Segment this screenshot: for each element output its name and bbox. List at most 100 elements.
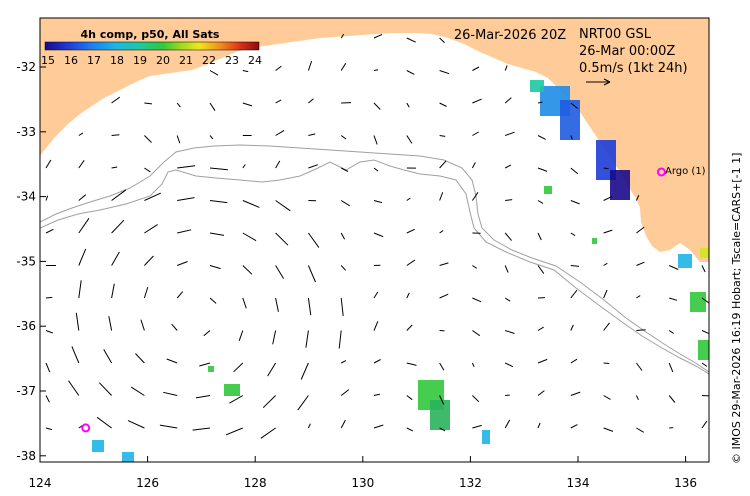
- current-arrow: [209, 135, 214, 140]
- y-tick-label: -38: [16, 449, 36, 463]
- current-arrow: [144, 224, 158, 234]
- current-arrow: [242, 232, 257, 242]
- sst-pixel-patch: [122, 452, 134, 462]
- side-caption: © IMOS 29-Mar-2026 16:19 Hobart; Tscale=…: [730, 153, 743, 464]
- current-arrow: [537, 200, 544, 204]
- current-arrow: [242, 164, 246, 169]
- current-arrow: [45, 296, 53, 299]
- current-arrow: [570, 358, 578, 364]
- current-arrow: [537, 265, 545, 274]
- current-arrow: [406, 259, 416, 266]
- current-arrow: [111, 134, 120, 136]
- current-arrow: [603, 322, 610, 331]
- current-arrow: [272, 330, 277, 345]
- current-arrow: [505, 199, 513, 201]
- current-arrow: [406, 37, 416, 43]
- current-arrow: [439, 70, 450, 75]
- current-arrow: [472, 395, 480, 403]
- current-arrow: [439, 102, 447, 107]
- current-arrow: [472, 98, 482, 104]
- y-tick-label: -36: [16, 319, 36, 333]
- current-arrow: [373, 167, 379, 172]
- current-arrow: [45, 159, 52, 169]
- colorbar-labels: 15 16 17 18 19 20 21 22 23 24: [41, 54, 262, 67]
- x-axis-ticks: 124 126 128 130 132 134 136: [29, 456, 697, 490]
- current-arrow: [504, 97, 512, 104]
- sst-pixel-patch: [560, 100, 580, 140]
- current-arrow: [406, 197, 411, 201]
- current-arrow: [439, 293, 449, 299]
- current-arrow: [635, 395, 639, 401]
- current-arrow: [701, 420, 708, 429]
- current-arrow: [111, 189, 127, 201]
- current-arrow: [471, 192, 479, 201]
- x-tick-label: 124: [29, 476, 52, 490]
- current-arrow: [275, 297, 279, 312]
- current-arrow: [373, 424, 384, 429]
- y-tick-label: -37: [16, 384, 36, 398]
- current-arrow: [163, 391, 178, 396]
- current-arrow: [130, 386, 145, 396]
- current-arrow: [636, 427, 644, 433]
- current-arrow: [439, 160, 447, 169]
- x-tick-label: 132: [459, 476, 482, 490]
- current-arrow: [111, 283, 115, 299]
- current-arrow: [144, 192, 162, 201]
- current-arrow: [439, 427, 446, 432]
- plot-frame: [39, 17, 710, 463]
- current-arrow: [537, 390, 545, 396]
- current-arrow: [373, 33, 383, 39]
- current-arrow: [570, 232, 576, 237]
- current-arrow: [103, 349, 113, 364]
- current-arrow: [439, 362, 445, 371]
- current-arrow: [176, 102, 181, 108]
- current-arrow: [307, 265, 316, 283]
- current-arrow: [71, 346, 80, 364]
- sst-pixel-patch: [430, 400, 450, 430]
- current-arrow: [570, 391, 581, 396]
- current-arrow: [603, 262, 608, 266]
- current-arrow: [78, 217, 90, 234]
- current-arrow: [537, 101, 543, 104]
- current-arrow: [537, 167, 548, 172]
- x-tick-label: 134: [567, 476, 590, 490]
- current-arrow: [171, 323, 178, 331]
- current-arrow: [668, 330, 674, 334]
- current-arrow: [406, 427, 414, 432]
- current-arrow: [300, 362, 309, 380]
- current-arrow: [603, 427, 614, 432]
- current-arrow: [406, 362, 417, 366]
- current-arrow: [340, 200, 350, 207]
- current-arrow: [242, 200, 260, 208]
- current-arrow: [406, 102, 410, 108]
- valid-time-label: 26-Mar 00:00Z: [579, 44, 675, 59]
- current-arrow: [570, 135, 573, 140]
- colorbar-title: 4h comp, p50, All Sats: [81, 28, 220, 41]
- current-arrow: [537, 422, 541, 429]
- colorbar-label: 23: [225, 54, 239, 67]
- x-tick-label: 126: [136, 476, 159, 490]
- current-arrow: [603, 167, 609, 170]
- current-arrow: [636, 261, 645, 266]
- current-arrow: [127, 420, 145, 429]
- current-arrow: [439, 37, 445, 44]
- current-arrow: [225, 427, 243, 436]
- current-arrow: [340, 167, 349, 172]
- current-arrow: [96, 416, 112, 429]
- current-arrow: [505, 131, 515, 136]
- current-arrow: [338, 330, 342, 349]
- current-arrow: [98, 382, 112, 396]
- current-arrow: [668, 362, 674, 373]
- colorbar-label: 20: [156, 54, 170, 67]
- current-arrow: [238, 330, 244, 341]
- current-arrow: [340, 360, 347, 364]
- current-arrow: [504, 362, 514, 368]
- current-arrow: [439, 135, 446, 137]
- current-arrow: [177, 197, 195, 201]
- current-arrow: [504, 265, 509, 273]
- colorbar-label: 17: [87, 54, 101, 67]
- current-arrow: [570, 424, 578, 429]
- current-arrow: [340, 232, 346, 240]
- current-arrow: [307, 60, 313, 71]
- current-arrow: [373, 102, 381, 110]
